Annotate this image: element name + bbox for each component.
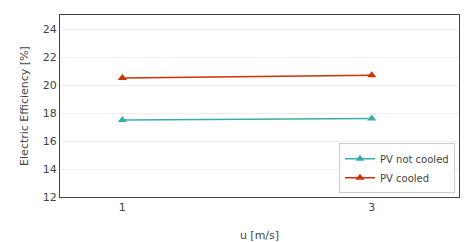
svg-text:Electric Efficiency [%]: Electric Efficiency [%]: [18, 46, 31, 166]
svg-text:3: 3: [368, 201, 375, 214]
svg-text:16: 16: [43, 135, 57, 148]
svg-text:1: 1: [119, 201, 126, 214]
svg-text:24: 24: [43, 23, 57, 36]
svg-text:22: 22: [43, 51, 57, 64]
svg-text:PV cooled: PV cooled: [380, 173, 429, 184]
svg-text:14: 14: [43, 163, 57, 176]
svg-text:PV not cooled: PV not cooled: [380, 154, 449, 165]
svg-text:18: 18: [43, 107, 57, 120]
svg-text:u [m/s]: u [m/s]: [240, 229, 279, 242]
svg-text:12: 12: [43, 191, 57, 204]
svg-text:20: 20: [43, 79, 57, 92]
